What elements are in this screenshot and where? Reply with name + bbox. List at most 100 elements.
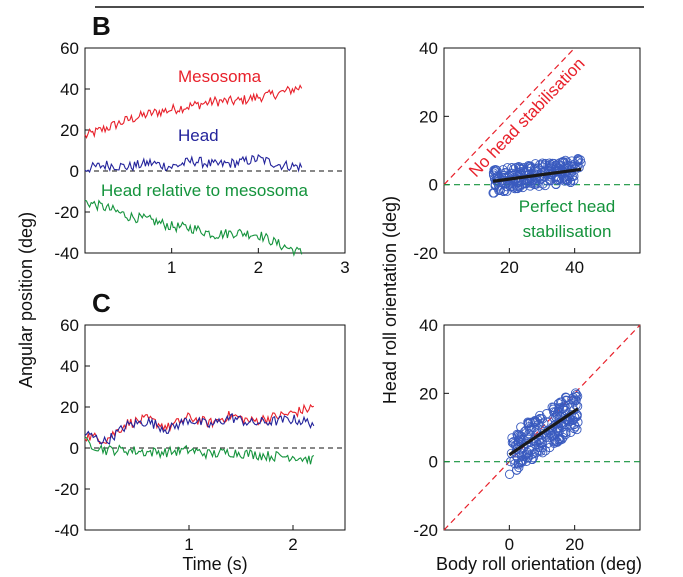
scatter-point	[554, 404, 564, 414]
3-ytick-label: 20	[419, 384, 438, 403]
fit-line	[492, 167, 582, 183]
scatter-point	[570, 422, 580, 432]
y-axis-label-left: Angular position (deg)	[16, 212, 36, 388]
scatter-point	[549, 438, 559, 448]
2-xtick-label: 1	[184, 535, 193, 554]
scatter-point	[546, 176, 556, 186]
scatter-point	[537, 158, 548, 168]
chart-c-right: 40 20 0 -20 0 20	[413, 316, 641, 554]
scatter-point	[499, 186, 509, 197]
scatter-point	[525, 161, 535, 171]
y-axis-label-right: Head roll orientation (deg)	[380, 196, 400, 404]
scatter-point	[545, 175, 555, 185]
scatter-point	[511, 465, 522, 475]
scatter-point	[506, 181, 516, 192]
series-line-1	[84, 412, 315, 446]
series-line-2	[84, 436, 315, 465]
series-line-1	[84, 154, 303, 174]
chart-b-left: 60 40 20 0 -20 -40 1 2 3	[54, 39, 349, 277]
2-ytick-label: -20	[54, 480, 79, 499]
2-ytick-label: 20	[60, 398, 79, 417]
scatter-point	[498, 165, 508, 175]
2-ytick-label: 60	[60, 316, 79, 335]
scatter-point	[573, 155, 583, 166]
x-axis-label-right: Body roll orientation (deg)	[436, 554, 642, 574]
3-xtick-label: 0	[505, 535, 514, 554]
scatter-point	[540, 180, 550, 191]
1-ytick-label: 20	[419, 107, 438, 126]
label-perfect-head: Perfect head	[519, 197, 615, 216]
scatter-point	[553, 426, 563, 436]
scatter-point	[567, 171, 577, 182]
scatter-point	[508, 437, 519, 447]
1-xtick-label: 40	[565, 258, 584, 277]
scatter-point	[523, 452, 534, 462]
scatter-point	[510, 459, 520, 469]
scatter-point	[528, 452, 538, 463]
chart-b-right: 40 20 0 -20 20 40	[413, 39, 641, 277]
scatter-point	[549, 402, 559, 413]
scatter-point	[535, 413, 545, 424]
scatter-point	[555, 397, 566, 407]
scatter-point	[531, 425, 541, 435]
scatter-point	[552, 436, 562, 447]
scatter-point	[551, 407, 561, 417]
scatter-point	[535, 438, 545, 448]
scatter-point	[560, 419, 571, 430]
series-line-0	[84, 84, 303, 139]
scatter-point	[568, 415, 578, 425]
3-ytick-label: 40	[419, 316, 438, 335]
scatter-point	[517, 457, 527, 467]
scatter-point	[504, 469, 515, 479]
scatter-point	[540, 160, 550, 170]
0-ytick-label: 0	[70, 162, 79, 181]
0-ytick-label: -40	[54, 244, 79, 263]
no-stabilisation-line	[443, 47, 576, 186]
3-xtick-label: 20	[565, 535, 584, 554]
0-xtick-label: 1	[167, 258, 176, 277]
scatter-point	[561, 392, 571, 402]
0-xtick-label: 2	[254, 258, 263, 277]
scatter-point	[512, 181, 522, 192]
label-head-relative: Head relative to mesosoma	[101, 181, 308, 200]
panel-label-c: C	[92, 288, 111, 318]
chart-c-left: 60 40 20 0 -20 -40 1 2	[54, 316, 346, 554]
2-ytick-label: 40	[60, 357, 79, 376]
scatter-point	[565, 177, 576, 188]
scatter-point	[490, 165, 500, 175]
3-axes-frame	[443, 324, 641, 531]
label-stabilisation: stabilisation	[523, 222, 612, 241]
1-ytick-label: -20	[413, 244, 438, 263]
scatter-point	[561, 395, 571, 405]
scatter-point	[534, 181, 544, 191]
1-xtick-label: 20	[500, 258, 519, 277]
1-axes-frame	[443, 47, 641, 254]
2-xtick-label: 2	[288, 535, 297, 554]
0-ytick-label: 20	[60, 121, 79, 140]
scatter-point	[543, 438, 553, 448]
scatter-point	[535, 160, 545, 170]
fit-line	[508, 407, 579, 457]
1-ytick-label: 0	[429, 176, 438, 195]
0-ytick-label: 40	[60, 80, 79, 99]
3-ytick-label: 0	[429, 453, 438, 472]
scatter-point	[524, 418, 534, 429]
0-xtick-label: 3	[340, 258, 349, 277]
scatter-point	[490, 174, 500, 184]
1-ytick-label: 40	[419, 39, 438, 58]
scatter-point	[560, 155, 571, 166]
series-line-0	[84, 403, 314, 445]
scatter-point	[488, 188, 498, 198]
2-ytick-label: 0	[70, 439, 79, 458]
0-ytick-label: -20	[54, 203, 79, 222]
0-ytick-label: 60	[60, 39, 79, 58]
3-ytick-label: -20	[413, 521, 438, 540]
scatter-point	[507, 433, 517, 443]
2-ytick-label: -40	[54, 521, 79, 540]
scatter-point	[512, 452, 522, 462]
label-head: Head	[178, 126, 219, 145]
panel-label-b: B	[92, 11, 111, 41]
series-line-2	[84, 199, 303, 257]
scatter-point	[501, 168, 511, 178]
